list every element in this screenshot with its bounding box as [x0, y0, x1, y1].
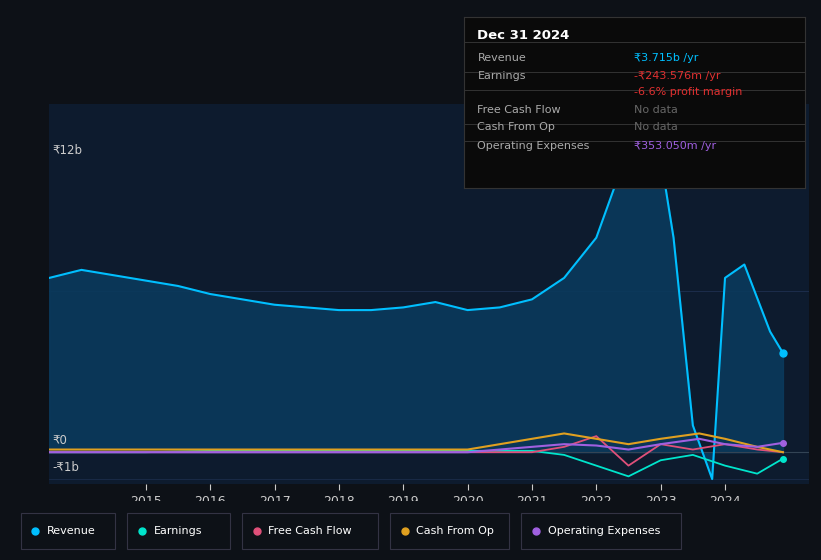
Text: No data: No data [635, 122, 678, 132]
Text: Dec 31 2024: Dec 31 2024 [478, 29, 570, 42]
FancyBboxPatch shape [127, 513, 230, 549]
Text: Cash From Op: Cash From Op [416, 526, 494, 535]
FancyBboxPatch shape [521, 513, 681, 549]
Text: ₹353.050m /yr: ₹353.050m /yr [635, 141, 717, 151]
Text: Revenue: Revenue [478, 53, 526, 63]
Text: -₹1b: -₹1b [53, 461, 80, 474]
Text: Free Cash Flow: Free Cash Flow [478, 105, 561, 115]
Text: Operating Expenses: Operating Expenses [478, 141, 589, 151]
Text: ₹0: ₹0 [53, 435, 67, 447]
Text: -₹243.576m /yr: -₹243.576m /yr [635, 71, 721, 81]
Text: ₹12b: ₹12b [53, 144, 82, 157]
FancyBboxPatch shape [242, 513, 378, 549]
FancyBboxPatch shape [21, 513, 115, 549]
Text: -6.6% profit margin: -6.6% profit margin [635, 87, 743, 97]
Text: Free Cash Flow: Free Cash Flow [268, 526, 352, 535]
FancyBboxPatch shape [390, 513, 509, 549]
Text: Earnings: Earnings [478, 71, 526, 81]
Text: Operating Expenses: Operating Expenses [548, 526, 660, 535]
Text: Cash From Op: Cash From Op [478, 122, 555, 132]
Text: No data: No data [635, 105, 678, 115]
Text: Revenue: Revenue [47, 526, 95, 535]
Text: Earnings: Earnings [154, 526, 202, 535]
Text: ₹3.715b /yr: ₹3.715b /yr [635, 53, 699, 63]
